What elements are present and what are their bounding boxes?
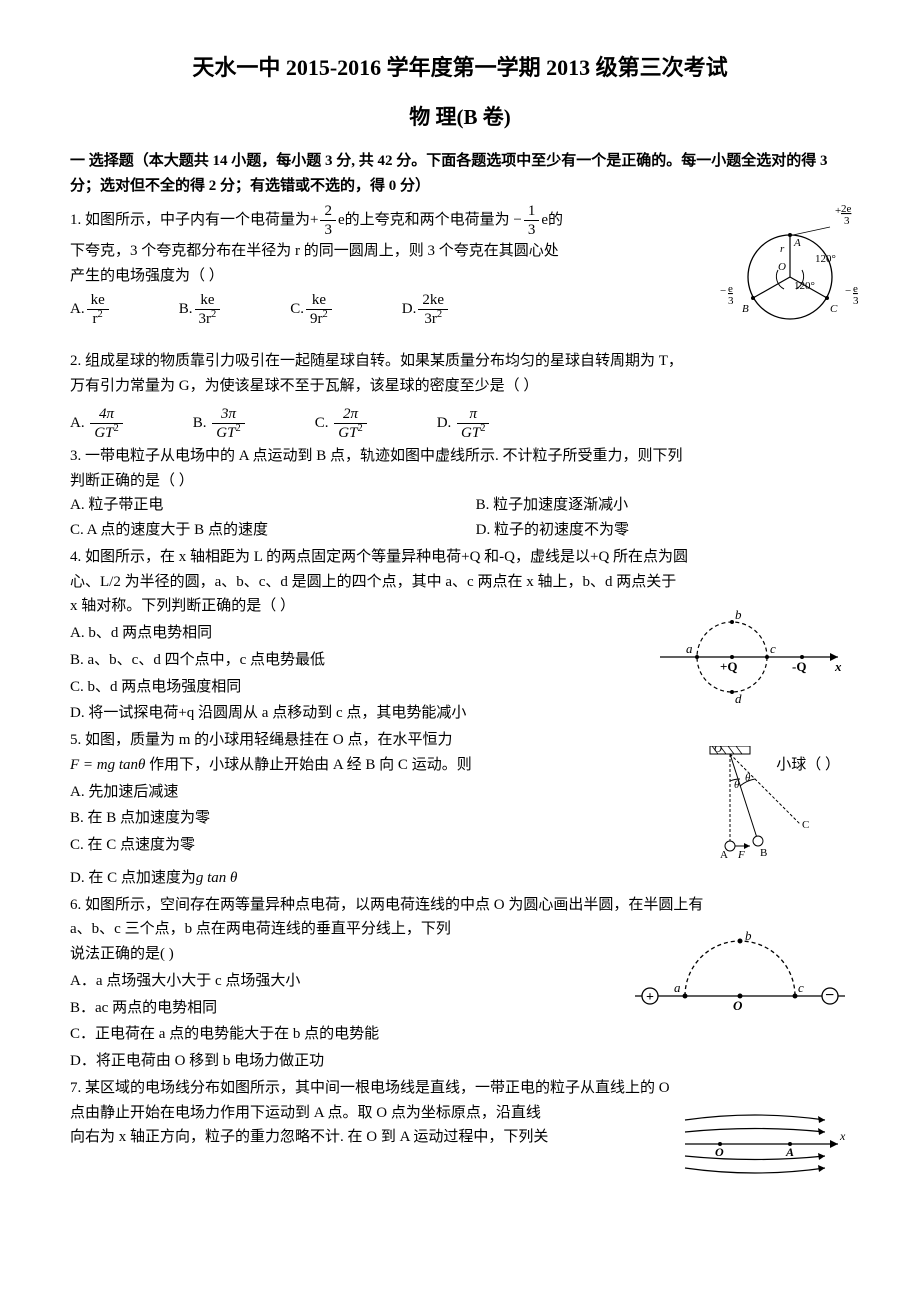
- svg-text:+Q: +Q: [720, 659, 738, 674]
- q4-line1: 4. 如图所示，在 x 轴相距为 L 的两点固定两个等量异种电荷+Q 和-Q，虚…: [70, 545, 850, 570]
- question-4: a b c d +Q -Q x 4. 如图所示，在 x 轴相距为 L 的两点固定…: [70, 545, 850, 726]
- svg-text:+: +: [646, 990, 654, 1005]
- svg-text:A: A: [793, 237, 801, 249]
- svg-text:F: F: [737, 849, 745, 861]
- svg-text:A: A: [785, 1145, 794, 1159]
- svg-text:O: O: [778, 261, 786, 273]
- q7-figure: O A x: [680, 1108, 850, 1178]
- q6-figure: + − a b c O: [630, 928, 850, 1018]
- q3-line2: 判断正确的是（ ）: [70, 469, 850, 494]
- svg-text:−: −: [825, 987, 834, 1004]
- svg-text:θ: θ: [734, 779, 740, 791]
- q1-text-a: 1. 如图所示，中子内有一个电荷量为+: [70, 212, 318, 228]
- svg-text:b: b: [735, 607, 742, 622]
- q5-line2c: 作用下，小球从静止开始由 A 经 B 向 C 运动。则: [145, 757, 471, 773]
- svg-text:a: a: [674, 980, 681, 995]
- svg-text:B: B: [760, 847, 767, 859]
- q3-optA: A. 粒子带正电: [70, 493, 444, 518]
- q1-text-b: e的上夸克和两个电荷量为 −: [338, 212, 522, 228]
- svg-text:O: O: [714, 746, 722, 755]
- q7-line1: 7. 某区域的电场线分布如图所示，其中间一根电场线是直线，一带正电的粒子从直线上…: [70, 1076, 850, 1101]
- q1-figure: 120° 120° A B C O r + 2e 3 − e 3 − e 3: [720, 202, 870, 332]
- q4-line2: 心、L/2 为半径的圆，a、b、c、d 是圆上的四个点，其中 a、c 两点在 x…: [70, 570, 850, 595]
- q6-optC: C．正电荷在 a 点的电势能大于在 b 点的电势能: [70, 1022, 850, 1047]
- q2-line1: 2. 组成星球的物质靠引力吸引在一起随星球自转。如果某质量分布均匀的星球自转周期…: [70, 349, 850, 374]
- svg-text:-Q: -Q: [792, 659, 806, 674]
- svg-text:x: x: [839, 1129, 846, 1143]
- svg-text:C: C: [802, 819, 809, 831]
- svg-text:3: 3: [728, 295, 734, 307]
- section-header: 一 选择题（本大题共 14 小题，每小题 3 分, 共 42 分。下面各题选项中…: [70, 149, 850, 199]
- svg-text:O: O: [733, 998, 743, 1013]
- svg-text:C: C: [830, 303, 838, 315]
- exam-subtitle: 物 理(B 卷): [70, 100, 850, 135]
- q5-blank: 小球（ ）: [776, 753, 840, 778]
- svg-text:−: −: [720, 285, 726, 297]
- q4-figure: a b c d +Q -Q x: [660, 605, 850, 710]
- svg-text:3: 3: [853, 295, 859, 307]
- q2-options: A. 4πGT2 B. 3πGT2 C. 2πGT2 D. πGT2: [70, 405, 850, 442]
- svg-text:e: e: [728, 283, 733, 295]
- svg-text:O: O: [715, 1145, 724, 1159]
- q3-optC: C. A 点的速度大于 B 点的速度: [70, 518, 444, 543]
- svg-text:120°: 120°: [815, 253, 836, 265]
- svg-text:−: −: [845, 285, 851, 297]
- svg-text:d: d: [735, 691, 742, 706]
- svg-text:c: c: [770, 641, 776, 656]
- q6-optD: D．将正电荷由 O 移到 b 电场力做正功: [70, 1049, 850, 1074]
- svg-text:2e: 2e: [841, 203, 852, 215]
- svg-text:θ: θ: [745, 772, 751, 784]
- q5-optD-a: D. 在 C 点加速度为: [70, 870, 196, 886]
- q3-optD: D. 粒子的初速度不为零: [476, 518, 850, 543]
- q2-line2: 万有引力常量为 G，为使该星球不至于瓦解，该星球的密度至少是（ ）: [70, 374, 850, 399]
- svg-text:a: a: [686, 641, 693, 656]
- svg-text:r: r: [780, 243, 785, 255]
- q5-formula-a: F = mg tan: [70, 757, 138, 773]
- q1-text-c: e的: [541, 212, 563, 228]
- svg-text:x: x: [834, 659, 842, 674]
- q6-line1: 6. 如图所示，空间存在两等量异种点电荷，以两电荷连线的中点 O 为圆心画出半圆…: [70, 893, 850, 918]
- svg-text:A: A: [720, 849, 728, 861]
- question-5: O θ θ A B C F 5. 如图，质量为 m 的小球用轻绳悬挂在 O 点，…: [70, 728, 850, 891]
- question-1: 120° 120° A B C O r + 2e 3 − e 3 − e 3 1…: [70, 202, 850, 347]
- question-7: O A x 7. 某区域的电场线分布如图所示，其中间一根电场线是直线，一带正电的…: [70, 1076, 850, 1156]
- svg-text:b: b: [745, 928, 752, 943]
- q3-optB: B. 粒子加速度逐渐减小: [476, 493, 850, 518]
- svg-text:c: c: [798, 980, 804, 995]
- svg-text:B: B: [742, 303, 749, 315]
- question-2: 2. 组成星球的物质靠引力吸引在一起随星球自转。如果某质量分布均匀的星球自转周期…: [70, 349, 850, 442]
- question-3: 3. 一带电粒子从电场中的 A 点运动到 B 点，轨迹如图中虚线所示. 不计粒子…: [70, 444, 850, 543]
- svg-text:e: e: [853, 283, 858, 295]
- svg-text:120°: 120°: [794, 280, 815, 292]
- exam-title: 天水一中 2015-2016 学年度第一学期 2013 级第三次考试: [70, 50, 850, 86]
- q5-optD-b: g tan θ: [196, 870, 238, 886]
- svg-text:3: 3: [844, 215, 850, 227]
- question-6: + − a b c O 6. 如图所示，空间存在两等量异种点电荷，以两电荷连线的…: [70, 893, 850, 1074]
- q3-line1: 3. 一带电粒子从电场中的 A 点运动到 B 点，轨迹如图中虚线所示. 不计粒子…: [70, 444, 850, 469]
